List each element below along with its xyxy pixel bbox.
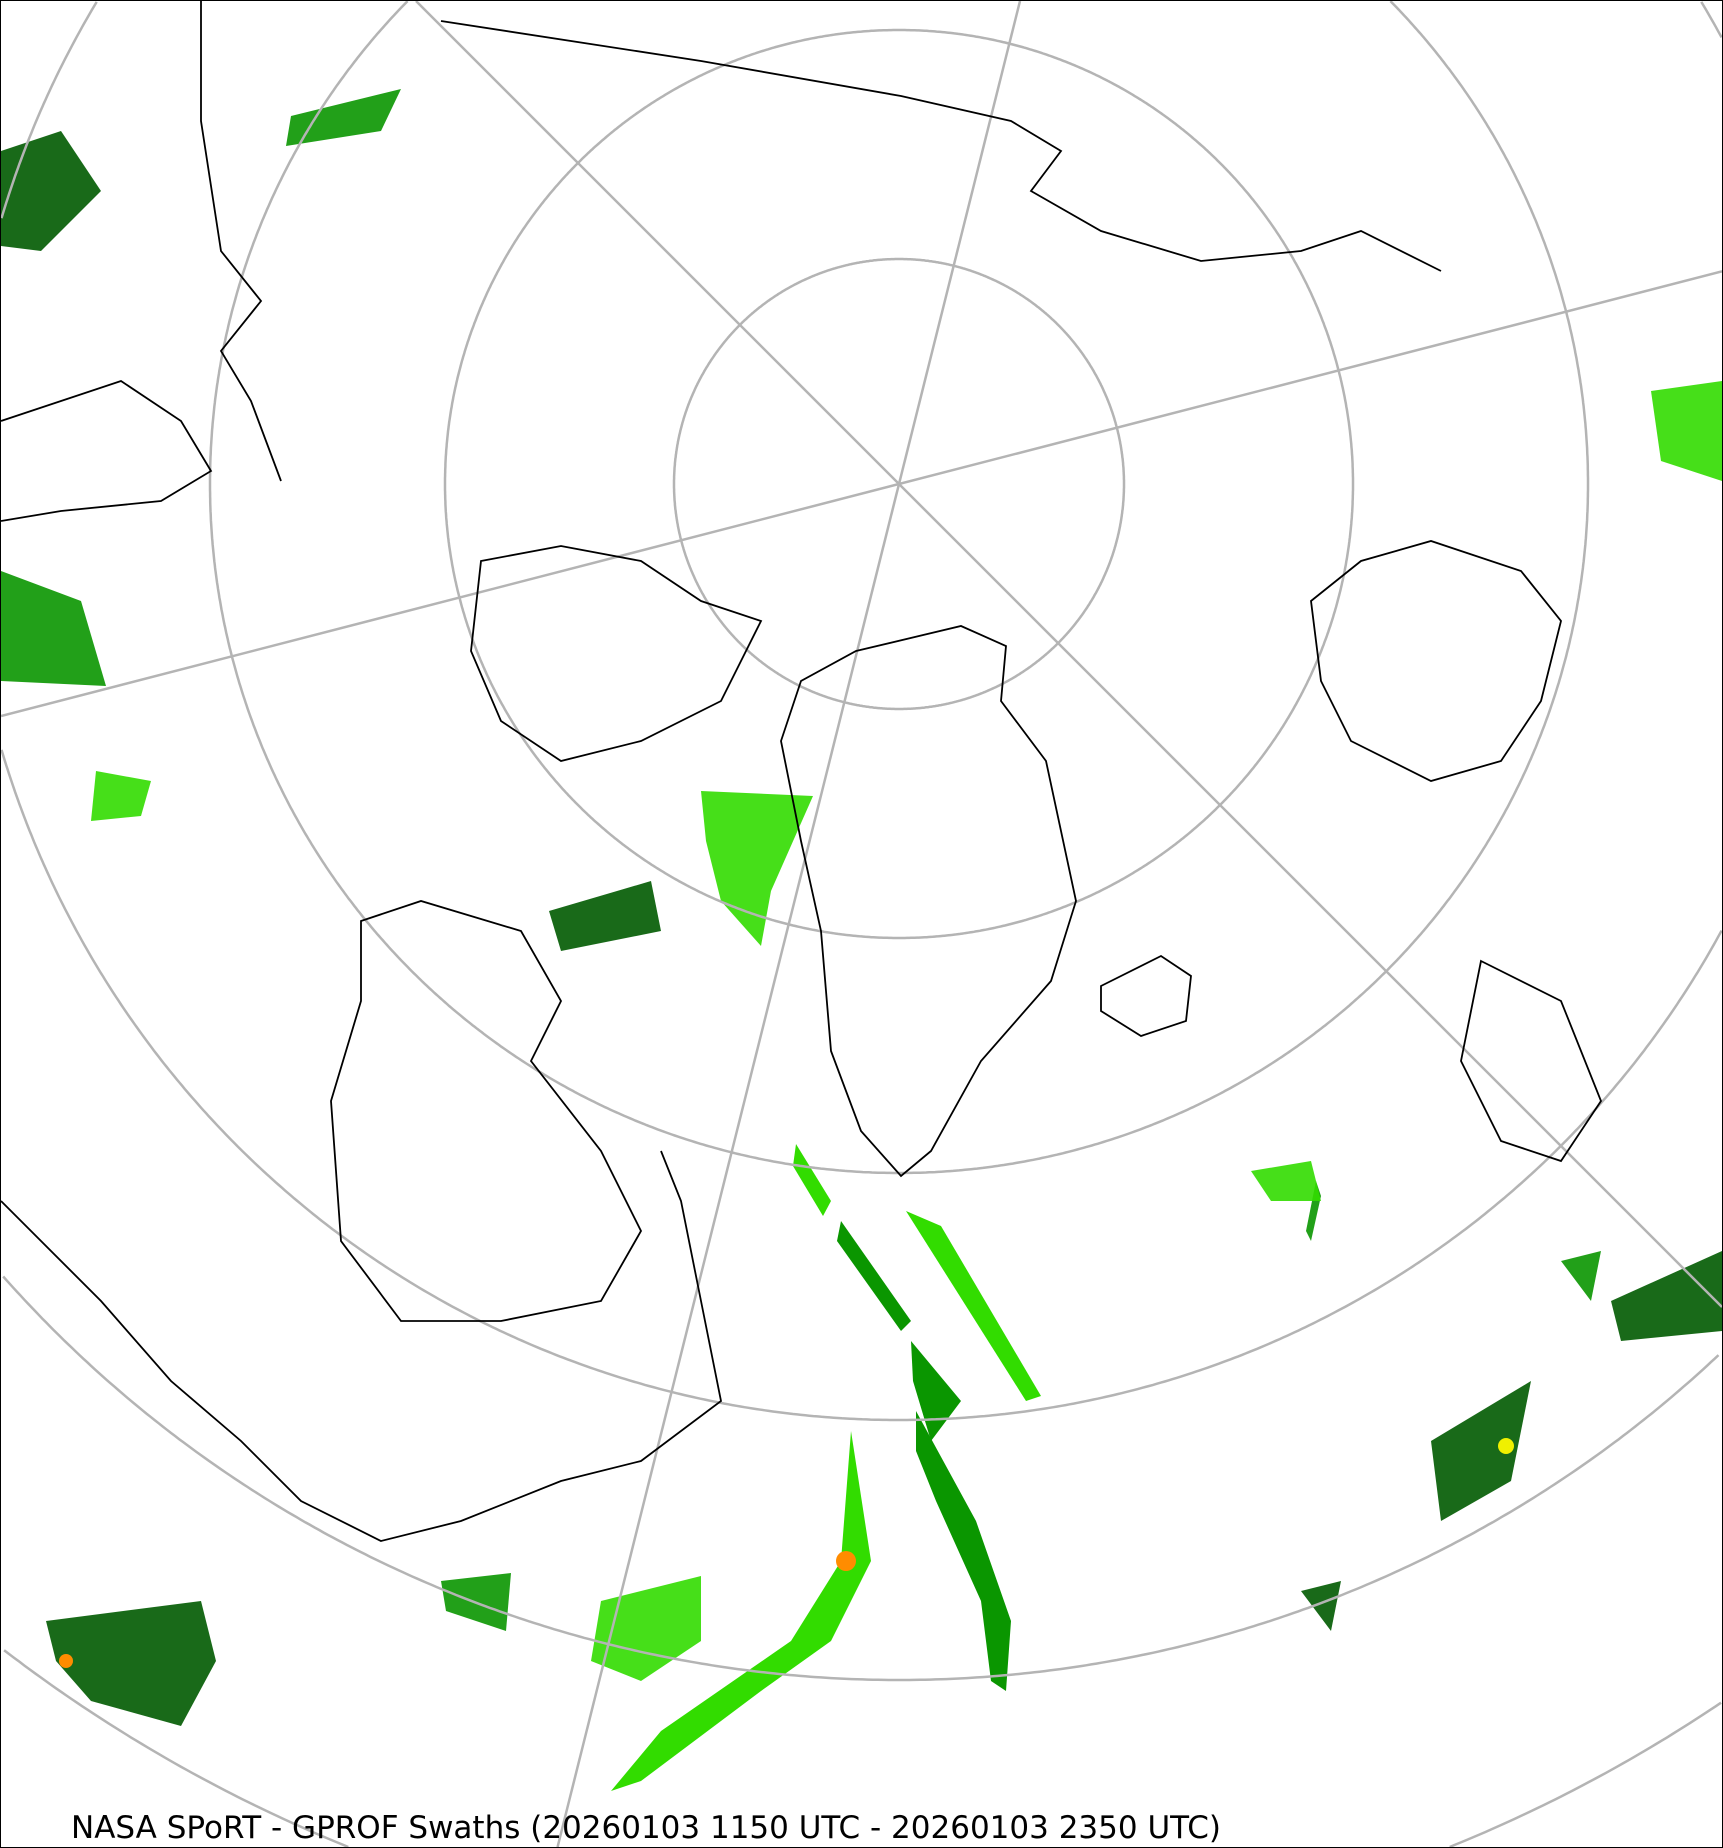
coastline (200, 1, 282, 482)
latitude-circle (1, 1, 1722, 1422)
map-caption: NASA SPoRT - GPROF Swaths (20260103 1150… (71, 1810, 1221, 1846)
coastline (1, 380, 213, 522)
precip-max (836, 1551, 856, 1571)
meridian-line (1, 270, 1722, 718)
coastline (1460, 959, 1603, 1163)
precip-area (286, 89, 401, 146)
precip-area (1301, 1581, 1341, 1631)
precip-area (1, 131, 101, 251)
precip-area (91, 771, 151, 821)
coastline (440, 20, 1442, 272)
precip-max (59, 1654, 73, 1668)
coastline (1, 1150, 722, 1542)
precip-swath (837, 1221, 911, 1331)
latitude-circle (208, 1, 1590, 1175)
precip-swath (911, 1341, 961, 1441)
precip-area (591, 1576, 701, 1681)
precip-max (1498, 1438, 1514, 1454)
latitude-circle (2, 1275, 1720, 1682)
precip-area (549, 881, 661, 951)
meridian-line (415, 1, 1722, 1308)
coastline (1100, 954, 1192, 1037)
precip-swath (916, 1411, 1011, 1691)
precip-swath (611, 1431, 871, 1791)
coastline (780, 625, 1077, 1178)
precip-area (46, 1601, 216, 1726)
precip-swath (906, 1211, 1041, 1401)
latitude-circle (672, 257, 1126, 711)
precip-area (1651, 381, 1722, 481)
precip-area (1561, 1251, 1601, 1301)
precip-swath (793, 1144, 831, 1216)
precip-area (1431, 1381, 1531, 1521)
precip-area (1251, 1161, 1321, 1201)
coastline (470, 545, 763, 762)
precip-area (701, 791, 813, 946)
coastline (1310, 540, 1562, 782)
coastline (330, 900, 643, 1322)
precip-area (1, 571, 106, 686)
meridian-line (556, 1, 1022, 1847)
latitude-circle (443, 28, 1355, 940)
precip-area (1611, 1251, 1722, 1341)
latitude-circle (3, 1649, 1722, 1847)
